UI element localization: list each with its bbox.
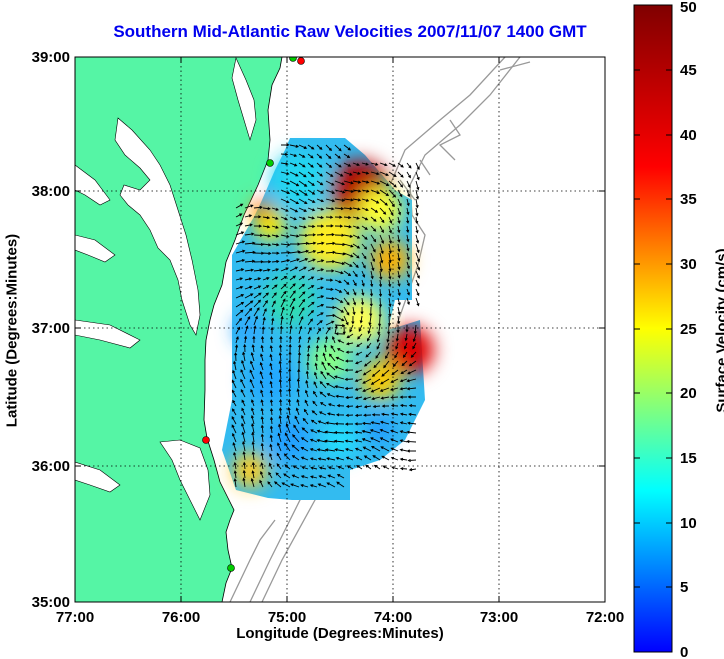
x-tick-label: 77:00: [56, 609, 94, 626]
x-tick-label: 72:00: [586, 609, 624, 626]
station-marker: [289, 57, 297, 62]
colorbar-label: Surface Velocity (cm/s): [713, 248, 724, 413]
colorbar-tick-label: 25: [680, 321, 697, 338]
colorbar-tick-label: 35: [680, 191, 697, 208]
colorbar-tick-label: 40: [680, 127, 697, 144]
map-title: Southern Mid-Atlantic Raw Velocities 200…: [113, 22, 587, 41]
y-tick-label: 38:00: [32, 183, 70, 200]
station-marker: [227, 564, 235, 572]
axis-tick-marks: [75, 57, 605, 602]
colorbar-tick-label: 0: [680, 644, 688, 659]
x-tick-label: 73:00: [480, 609, 518, 626]
map-grid: [75, 57, 605, 602]
colorbar-tick-label: 10: [680, 515, 697, 532]
x-axis-label: Longitude (Degrees:Minutes): [236, 625, 444, 642]
station-marker: [266, 159, 274, 167]
x-tick-label: 74:00: [374, 609, 412, 626]
colorbar-tick-label: 45: [680, 62, 697, 79]
x-tick-label: 76:00: [162, 609, 200, 626]
y-tick-label: 35:00: [32, 594, 70, 611]
map-frame: [74, 56, 606, 603]
velocity-field: [222, 138, 434, 500]
colorbar-tick-marks: [634, 69, 672, 588]
y-axis-label: Latitude (Degrees:Minutes): [3, 233, 21, 428]
y-tick-label: 39:00: [32, 49, 70, 66]
station-marker: [202, 436, 210, 444]
colorbar: [633, 4, 673, 653]
bays: [75, 57, 257, 521]
x-tick-label: 75:00: [268, 609, 306, 626]
colorbar-tick-label: 5: [680, 579, 688, 596]
colorbar-tick-label: 50: [680, 0, 697, 16]
radar-stations: [202, 57, 305, 572]
velocity-arrow-set: [231, 143, 421, 488]
station-marker: [297, 57, 305, 65]
colorbar-tick-label: 15: [680, 450, 697, 467]
colorbar-tick-label: 20: [680, 385, 697, 402]
y-tick-label: 36:00: [32, 458, 70, 475]
y-tick-label: 37:00: [32, 320, 70, 337]
velocity-arrows: [231, 143, 421, 488]
colorbar-tick-label: 30: [680, 256, 697, 273]
